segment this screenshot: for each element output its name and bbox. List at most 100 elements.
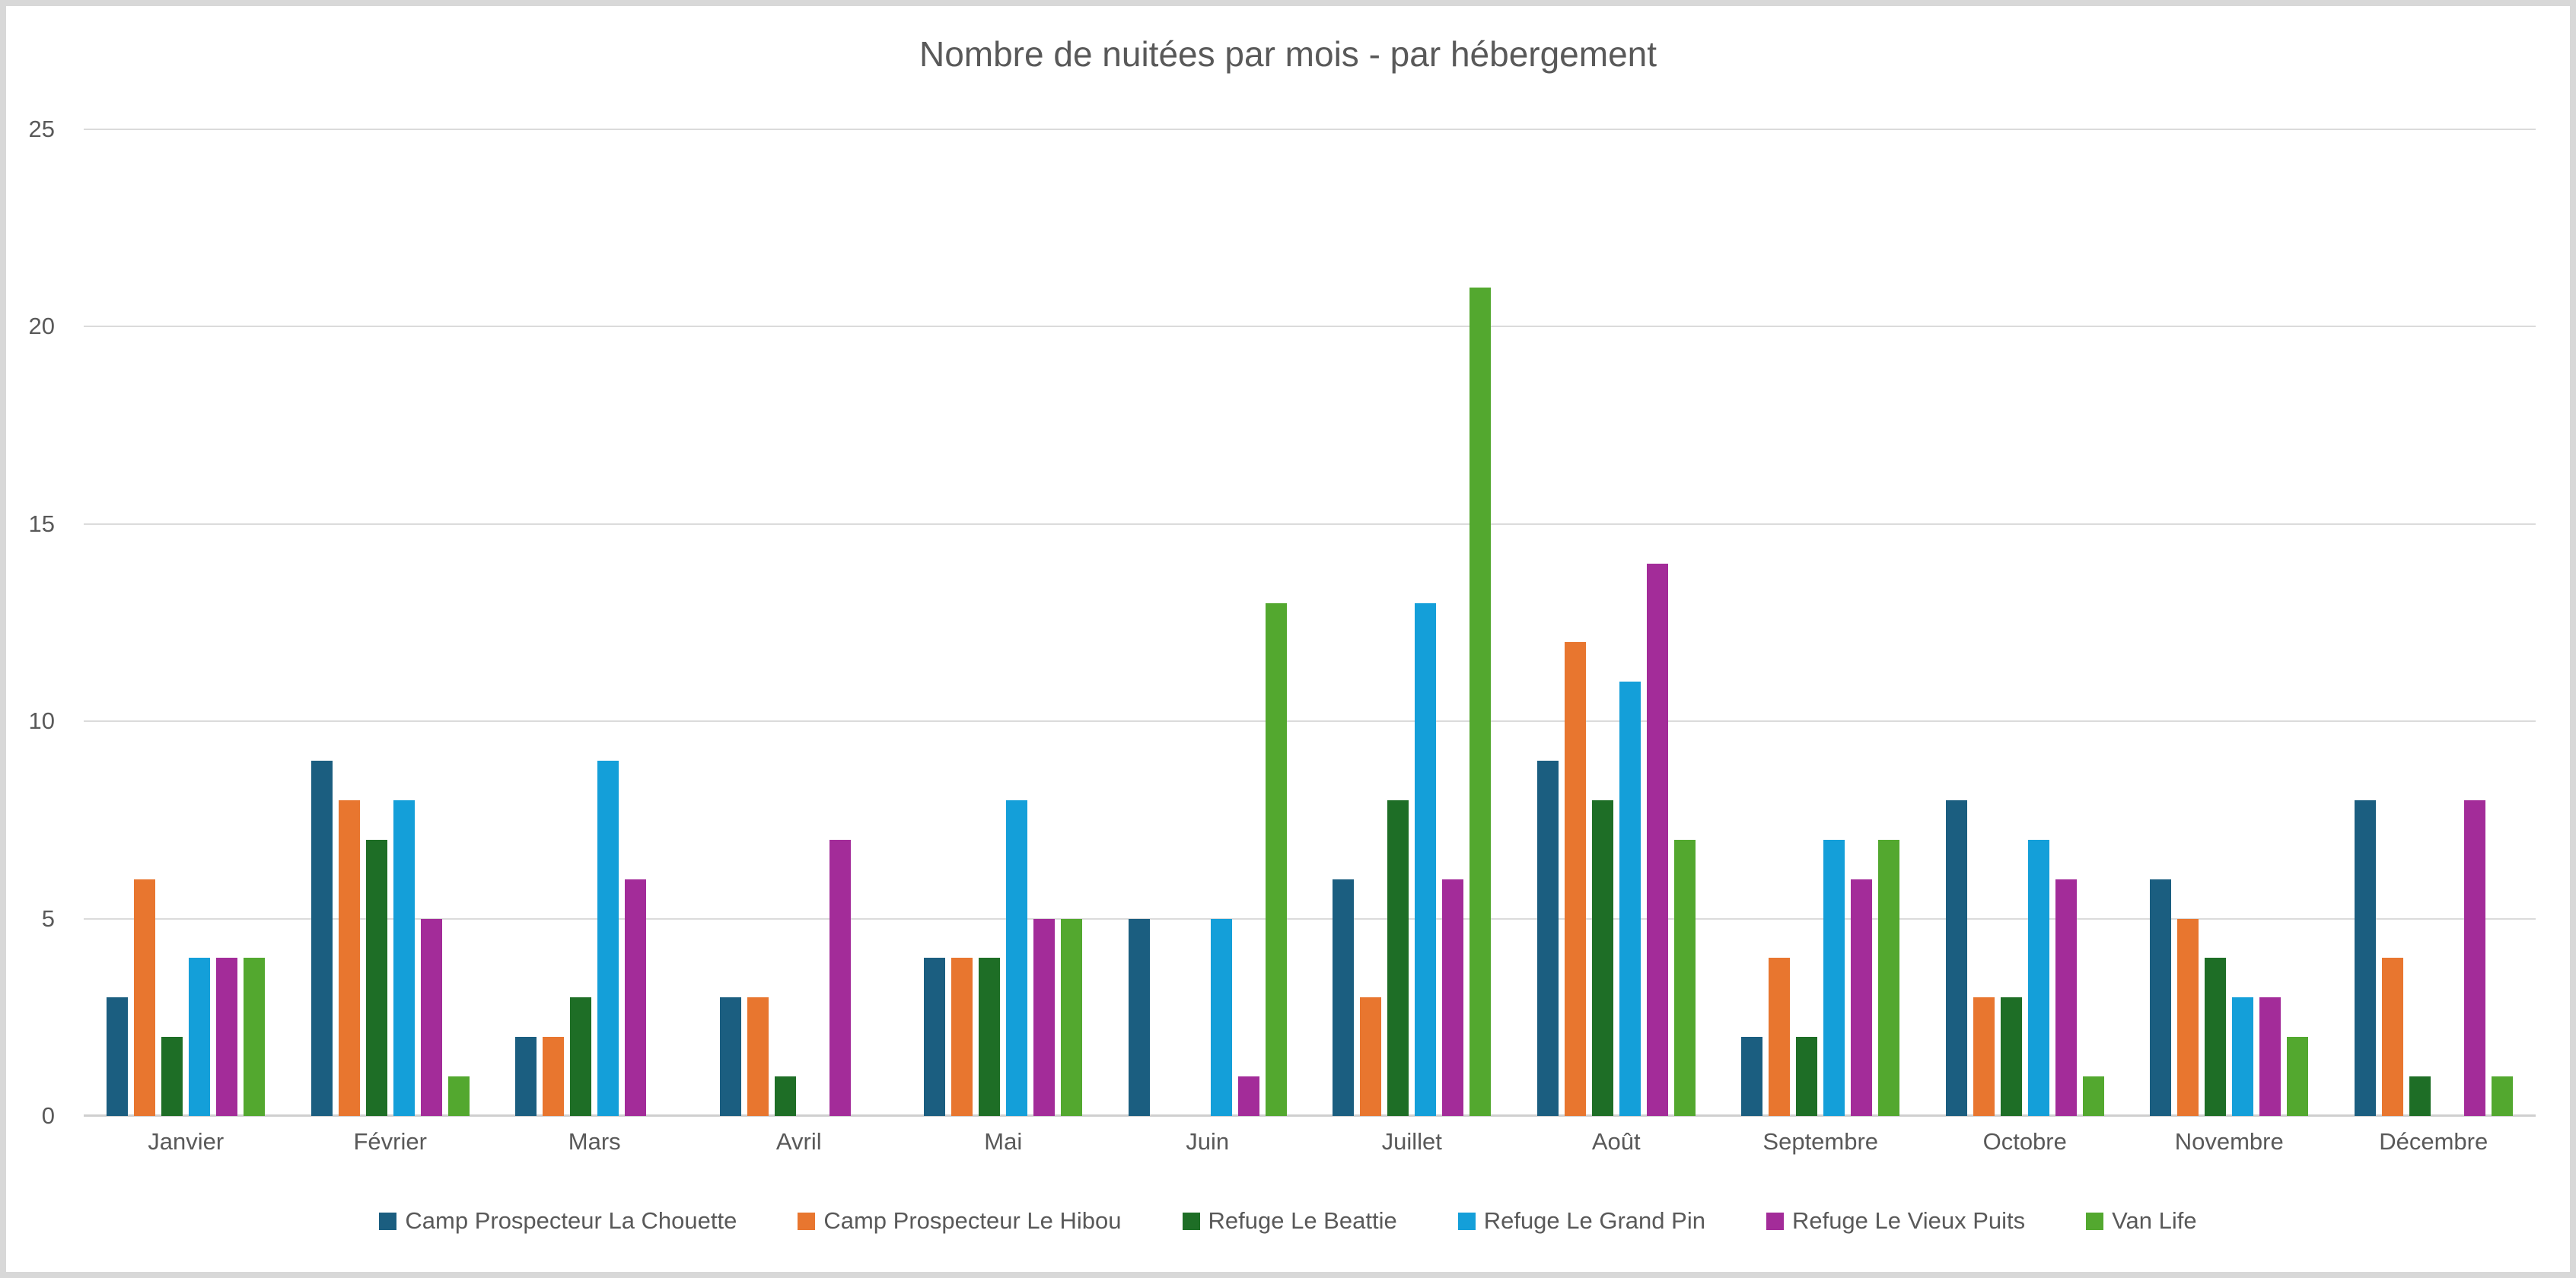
bar	[1973, 997, 1995, 1116]
bar	[1128, 918, 1150, 1116]
bar	[1878, 839, 1900, 1116]
bar	[2000, 997, 2022, 1116]
bar	[1851, 879, 1873, 1116]
bar	[244, 958, 266, 1116]
x-axis-label: Mai	[984, 1128, 1023, 1155]
x-axis-label: Avril	[775, 1128, 822, 1155]
bar	[1796, 1037, 1818, 1116]
bar	[1536, 761, 1559, 1116]
gridline	[84, 129, 2536, 130]
bar	[1415, 602, 1437, 1116]
x-axis-label: Juin	[1186, 1128, 1230, 1155]
legend-swatch	[798, 1212, 816, 1230]
bar	[2354, 800, 2376, 1116]
bar-cluster	[719, 129, 878, 1116]
bar	[1442, 879, 1464, 1116]
legend-label: Refuge Le Vieux Puits	[1791, 1207, 2026, 1234]
bar	[570, 997, 592, 1116]
bar	[979, 958, 1001, 1116]
bar	[1619, 682, 1641, 1116]
bar	[2287, 1037, 2309, 1116]
bar-cluster	[924, 129, 1083, 1116]
bar	[310, 761, 333, 1116]
bar	[2082, 1076, 2104, 1116]
bar	[134, 879, 156, 1116]
bar	[161, 1037, 183, 1116]
bar	[1237, 1076, 1259, 1116]
chart-title: Nombre de nuitées par mois - par héberge…	[919, 34, 1657, 74]
bar	[2381, 958, 2403, 1116]
x-axis-label: Novembre	[2174, 1128, 2284, 1155]
bar-group: Février	[288, 129, 492, 1155]
bar-cluster	[2354, 129, 2513, 1116]
bar-cluster	[310, 129, 470, 1116]
bar	[393, 800, 415, 1116]
bar	[2491, 1076, 2513, 1116]
bar-group: Avril	[697, 129, 901, 1155]
plot-area: Janvier Février Mars Avril Mai Juin Juillet Aoû…	[84, 129, 2536, 1155]
bar-group: Mars	[492, 129, 696, 1155]
bar	[1591, 800, 1613, 1116]
legend-label: Refuge Le Grand Pin	[1483, 1207, 1705, 1234]
legend-swatch	[379, 1212, 397, 1230]
bar-group: Mai	[901, 129, 1105, 1155]
bar	[1265, 602, 1287, 1116]
bar	[2177, 918, 2199, 1116]
bar	[1387, 800, 1409, 1116]
bar	[1564, 642, 1586, 1116]
bar	[365, 839, 387, 1116]
gridline	[84, 917, 2536, 920]
bar	[1360, 997, 1382, 1116]
bar	[543, 1037, 565, 1116]
y-tick-label: 25	[28, 116, 55, 142]
bar	[2232, 997, 2254, 1116]
legend-swatch	[1457, 1212, 1476, 1230]
bar-cluster	[1333, 129, 1492, 1116]
legend-item: Camp Prospecteur Le Hibou	[798, 1207, 1122, 1235]
x-axis-line	[84, 1114, 2536, 1117]
bar	[747, 997, 769, 1116]
bar-group: Juillet	[1310, 129, 1514, 1155]
x-axis-label: Septembre	[1762, 1128, 1879, 1155]
legend-item: Camp Prospecteur La Chouette	[379, 1207, 737, 1235]
bar	[2205, 958, 2227, 1116]
bar	[1061, 918, 1083, 1116]
bar-group: Août	[1514, 129, 1718, 1155]
bar	[189, 958, 211, 1116]
bar	[447, 1076, 470, 1116]
bar	[951, 958, 973, 1116]
bar	[1823, 839, 1845, 1116]
bar-cluster	[515, 129, 673, 1116]
bar	[597, 761, 619, 1116]
bar	[2055, 879, 2077, 1116]
legend-item: Van Life	[2086, 1207, 2197, 1235]
x-axis-label: Février	[353, 1128, 427, 1155]
bar	[2409, 1076, 2431, 1116]
x-axis-label: Mars	[568, 1128, 621, 1155]
bar	[829, 839, 851, 1116]
x-axis-label: Juillet	[1381, 1128, 1442, 1155]
bar-group: Octobre	[1923, 129, 2127, 1155]
bar	[924, 958, 946, 1116]
legend-swatch	[2086, 1212, 2104, 1230]
legend-swatch	[1766, 1212, 1784, 1230]
x-axis-label: Décembre	[2379, 1128, 2488, 1155]
bar	[1945, 800, 1967, 1116]
bar-group: Septembre	[1718, 129, 1922, 1155]
bar	[2463, 800, 2485, 1116]
legend-label: Van Life	[2112, 1207, 2197, 1234]
bar-cluster	[1128, 129, 1287, 1116]
legend-swatch	[1182, 1212, 1200, 1230]
legend-label: Camp Prospecteur Le Hibou	[823, 1207, 1122, 1234]
bar-cluster	[1536, 129, 1696, 1116]
bar	[1210, 918, 1232, 1116]
bar	[1769, 958, 1791, 1116]
bar	[774, 1076, 796, 1116]
bar	[2259, 997, 2281, 1116]
bar-group: Juin	[1106, 129, 1310, 1155]
y-tick-label: 0	[41, 1102, 55, 1129]
x-axis-label: Janvier	[148, 1128, 224, 1155]
bar	[1646, 563, 1668, 1116]
bar	[1673, 839, 1696, 1116]
bar	[1469, 287, 1492, 1116]
